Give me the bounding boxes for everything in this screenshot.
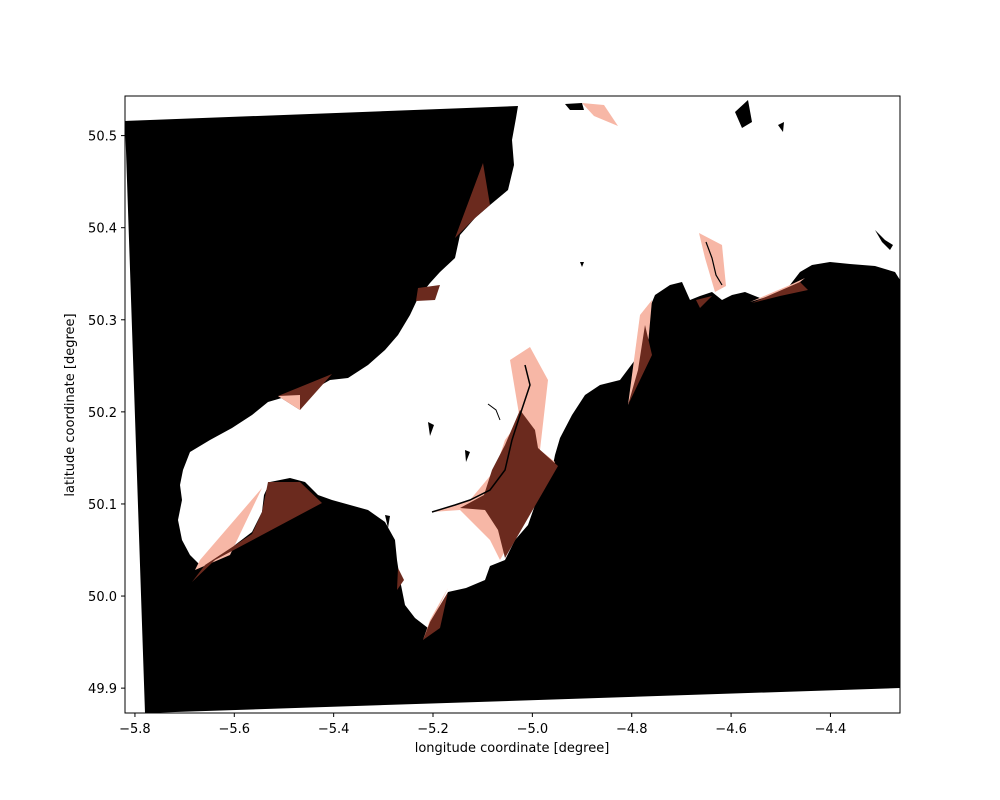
y-tick-label: 50.3 (88, 314, 117, 329)
feature-top-islets (565, 103, 584, 110)
x-tick-label: −5.8 (119, 722, 151, 737)
y-axis-label: latitude coordinate [degree] (63, 313, 78, 496)
x-tick-label: −4.4 (815, 722, 847, 737)
y-tick-label: 50.4 (88, 222, 117, 237)
x-tick-label: −5.6 (219, 722, 251, 737)
feature-fowey (628, 325, 652, 405)
feature-north-coast-2 (416, 285, 440, 301)
feature-looe (696, 296, 712, 308)
y-tick-label: 50.5 (88, 130, 117, 145)
feature-west-bay-light (278, 395, 300, 410)
feature-inland-creek (487, 403, 501, 421)
feature-plymouth (752, 282, 808, 303)
x-tick-label: −4.6 (715, 722, 747, 737)
x-tick-label: −5.4 (318, 722, 350, 737)
feature-north-coast (455, 163, 490, 238)
y-axis-ticks: 49.9 50.0 50.1 50.2 50.3 50.4 50.5 (88, 130, 125, 697)
feature-top-estuary (582, 103, 618, 126)
feature-mounts-bay (192, 482, 322, 582)
coastal-features (192, 100, 893, 640)
y-tick-label: 50.0 (88, 590, 117, 605)
x-axis-ticks: −5.8 −5.6 −5.4 −5.2 −5.0 −4.8 −4.6 −4.4 (119, 713, 846, 737)
x-axis-label: longitude coordinate [degree] (415, 741, 610, 756)
x-tick-label: −4.8 (616, 722, 648, 737)
x-tick-label: −5.0 (517, 722, 549, 737)
feature-upper-river (705, 241, 723, 286)
feature-helford (423, 592, 448, 640)
sea-mask (125, 106, 900, 713)
feature-lizard-cove (397, 568, 404, 590)
y-tick-label: 49.9 (88, 682, 117, 697)
feature-fal (460, 410, 558, 558)
y-tick-label: 50.2 (88, 406, 117, 421)
plot-area (125, 96, 900, 713)
x-tick-label: −5.2 (417, 722, 449, 737)
axes-frame (124, 95, 901, 714)
y-tick-label: 50.1 (88, 498, 117, 513)
feature-fowey-light (628, 300, 652, 405)
feature-mounts-bay-light (195, 488, 262, 570)
feature-inland-river (431, 364, 531, 513)
